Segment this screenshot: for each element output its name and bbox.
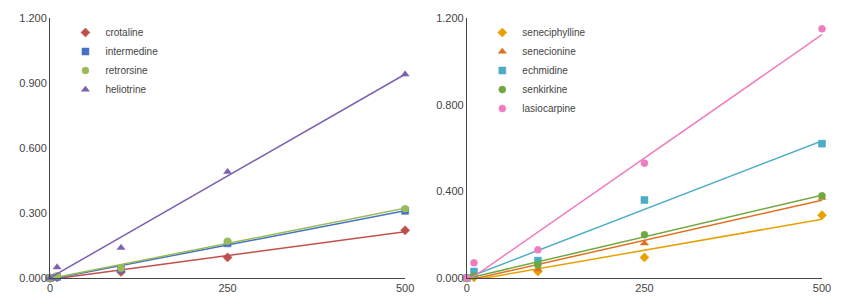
svg-text:0.300: 0.300 — [19, 207, 47, 219]
svg-text:intermedine: intermedine — [105, 46, 158, 57]
svg-text:0.000: 0.000 — [436, 272, 464, 284]
svg-text:250: 250 — [635, 282, 653, 294]
svg-text:0.900: 0.900 — [19, 77, 47, 89]
svg-text:retrorsine: retrorsine — [105, 65, 148, 76]
svg-text:0.800: 0.800 — [436, 99, 464, 111]
svg-text:crotaline: crotaline — [105, 27, 143, 38]
svg-text:0: 0 — [47, 282, 53, 294]
svg-text:seneciphylline: seneciphylline — [522, 27, 585, 38]
svg-text:0.000: 0.000 — [19, 272, 47, 284]
svg-text:senecionine: senecionine — [522, 46, 576, 57]
svg-text:senkirkine: senkirkine — [522, 84, 567, 95]
svg-text:500: 500 — [813, 282, 831, 294]
svg-text:heliotrine: heliotrine — [105, 84, 146, 95]
svg-text:0.400: 0.400 — [436, 185, 464, 197]
svg-text:0.600: 0.600 — [19, 142, 47, 154]
svg-text:1.200: 1.200 — [436, 12, 464, 24]
svg-text:1.200: 1.200 — [19, 12, 47, 24]
svg-text:250: 250 — [218, 282, 236, 294]
svg-text:echmidine: echmidine — [522, 65, 568, 76]
svg-text:lasiocarpine: lasiocarpine — [522, 103, 576, 114]
svg-text:0: 0 — [464, 282, 470, 294]
svg-text:500: 500 — [396, 282, 414, 294]
